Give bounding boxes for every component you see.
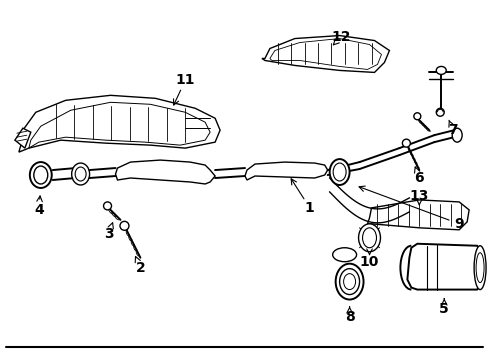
Polygon shape: [19, 95, 220, 152]
Ellipse shape: [339, 269, 359, 294]
Polygon shape: [244, 162, 327, 180]
Ellipse shape: [75, 167, 86, 181]
Ellipse shape: [362, 228, 376, 248]
Text: 12: 12: [331, 30, 351, 44]
Ellipse shape: [30, 162, 52, 188]
Text: 1: 1: [304, 201, 314, 215]
Ellipse shape: [335, 264, 363, 300]
Ellipse shape: [358, 224, 380, 252]
Polygon shape: [29, 102, 210, 148]
Text: 4: 4: [34, 203, 43, 217]
Text: 3: 3: [103, 227, 113, 241]
Polygon shape: [15, 128, 31, 148]
Ellipse shape: [120, 221, 129, 230]
Text: 5: 5: [438, 302, 448, 316]
Text: 2: 2: [135, 261, 145, 275]
Text: 8: 8: [344, 310, 354, 324]
Text: 6: 6: [414, 171, 423, 185]
Polygon shape: [262, 36, 388, 72]
Ellipse shape: [332, 163, 346, 181]
Ellipse shape: [329, 159, 349, 185]
Text: 13: 13: [409, 189, 428, 203]
Ellipse shape: [34, 166, 48, 184]
Text: 7: 7: [447, 123, 457, 137]
Ellipse shape: [473, 246, 485, 289]
Text: 10: 10: [359, 255, 378, 269]
Ellipse shape: [413, 113, 420, 120]
Ellipse shape: [72, 163, 89, 185]
Polygon shape: [407, 244, 482, 289]
Text: 9: 9: [453, 217, 463, 231]
Ellipse shape: [435, 108, 443, 116]
Text: 11: 11: [175, 73, 195, 87]
Ellipse shape: [435, 67, 446, 75]
Polygon shape: [367, 200, 468, 230]
Polygon shape: [269, 39, 381, 69]
Ellipse shape: [402, 139, 409, 147]
Ellipse shape: [475, 253, 483, 283]
Ellipse shape: [343, 274, 355, 289]
Polygon shape: [115, 160, 215, 184]
Ellipse shape: [332, 248, 356, 262]
Ellipse shape: [103, 202, 111, 210]
Ellipse shape: [451, 128, 461, 142]
